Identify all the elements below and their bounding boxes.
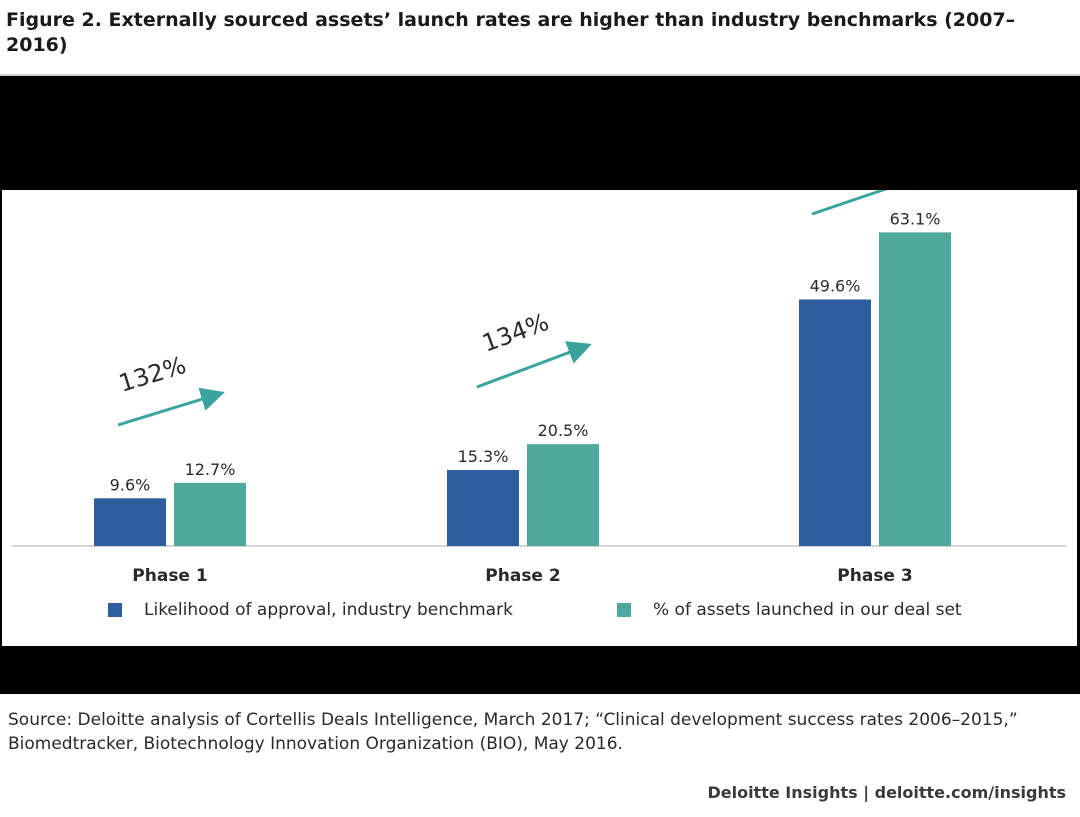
legend-label-deal-set: % of assets launched in our deal set [653,600,962,620]
legend-swatch-benchmark [108,603,122,617]
redaction-edge-left [0,190,2,646]
data-label-deal-set-1: 12.7% [185,460,236,479]
growth-arrow-1 [117,387,225,427]
bar-deal-set-2 [527,444,599,546]
footer-credit: Deloitte Insights | deloitte.com/insight… [707,783,1066,802]
bar-deal-set-3 [879,232,951,546]
redaction-edge-right [1077,190,1080,646]
legend-swatch-deal-set [617,603,631,617]
bar-deal-set-1 [174,482,246,546]
chart-title: Figure 2. Externally sourced assets’ lau… [6,9,1016,56]
bar-benchmark-2 [447,469,519,546]
category-label-3: Phase 3 [837,566,912,586]
bar-benchmark-3 [799,299,871,546]
growth-annotation-1: 132% [116,351,190,398]
redaction-bar-top [0,76,1080,190]
data-label-deal-set-2: 20.5% [538,421,589,440]
data-label-benchmark-1: 9.6% [110,475,151,494]
redaction-bar-bottom [0,646,1080,694]
legend-label-benchmark: Likelihood of approval, industry benchma… [144,600,513,620]
growth-arrow-2 [476,341,592,389]
legend-item-deal-set: % of assets launched in our deal set [617,600,962,620]
title-divider [0,74,1080,76]
growth-annotation-2: 134% [478,308,552,358]
category-label-2: Phase 2 [485,566,560,586]
bar-benchmark-1 [94,498,166,546]
data-label-benchmark-2: 15.3% [458,447,509,466]
legend-item-benchmark: Likelihood of approval, industry benchma… [108,600,513,620]
category-label-1: Phase 1 [132,566,207,586]
source-note: Source: Deloitte analysis of Cortellis D… [8,710,1018,754]
data-label-deal-set-3: 63.1% [890,209,941,228]
data-label-benchmark-3: 49.6% [810,276,861,295]
